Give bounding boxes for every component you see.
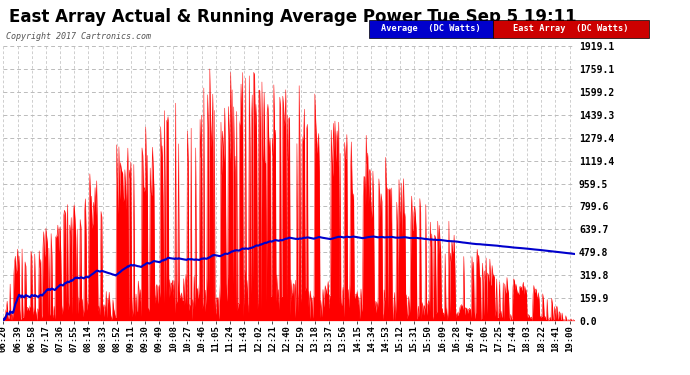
- Text: East Array  (DC Watts): East Array (DC Watts): [513, 24, 629, 33]
- Text: Average  (DC Watts): Average (DC Watts): [382, 24, 481, 33]
- Text: East Array Actual & Running Average Power Tue Sep 5 19:11: East Array Actual & Running Average Powe…: [10, 8, 577, 26]
- Text: Copyright 2017 Cartronics.com: Copyright 2017 Cartronics.com: [6, 32, 150, 41]
